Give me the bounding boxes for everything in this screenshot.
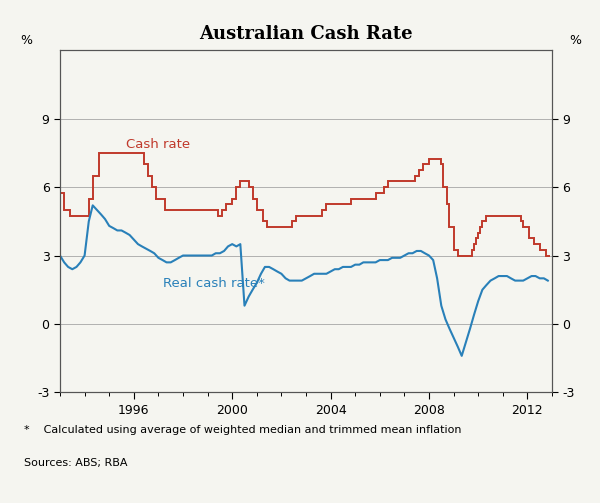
Text: Sources: ABS; RBA: Sources: ABS; RBA [24,458,128,468]
Text: Real cash rate*: Real cash rate* [163,278,265,290]
Text: Cash rate: Cash rate [127,138,191,151]
Text: %: % [20,34,32,47]
Text: %: % [569,34,581,47]
Title: Australian Cash Rate: Australian Cash Rate [199,25,413,43]
Text: *    Calculated using average of weighted median and trimmed mean inflation: * Calculated using average of weighted m… [24,425,461,435]
